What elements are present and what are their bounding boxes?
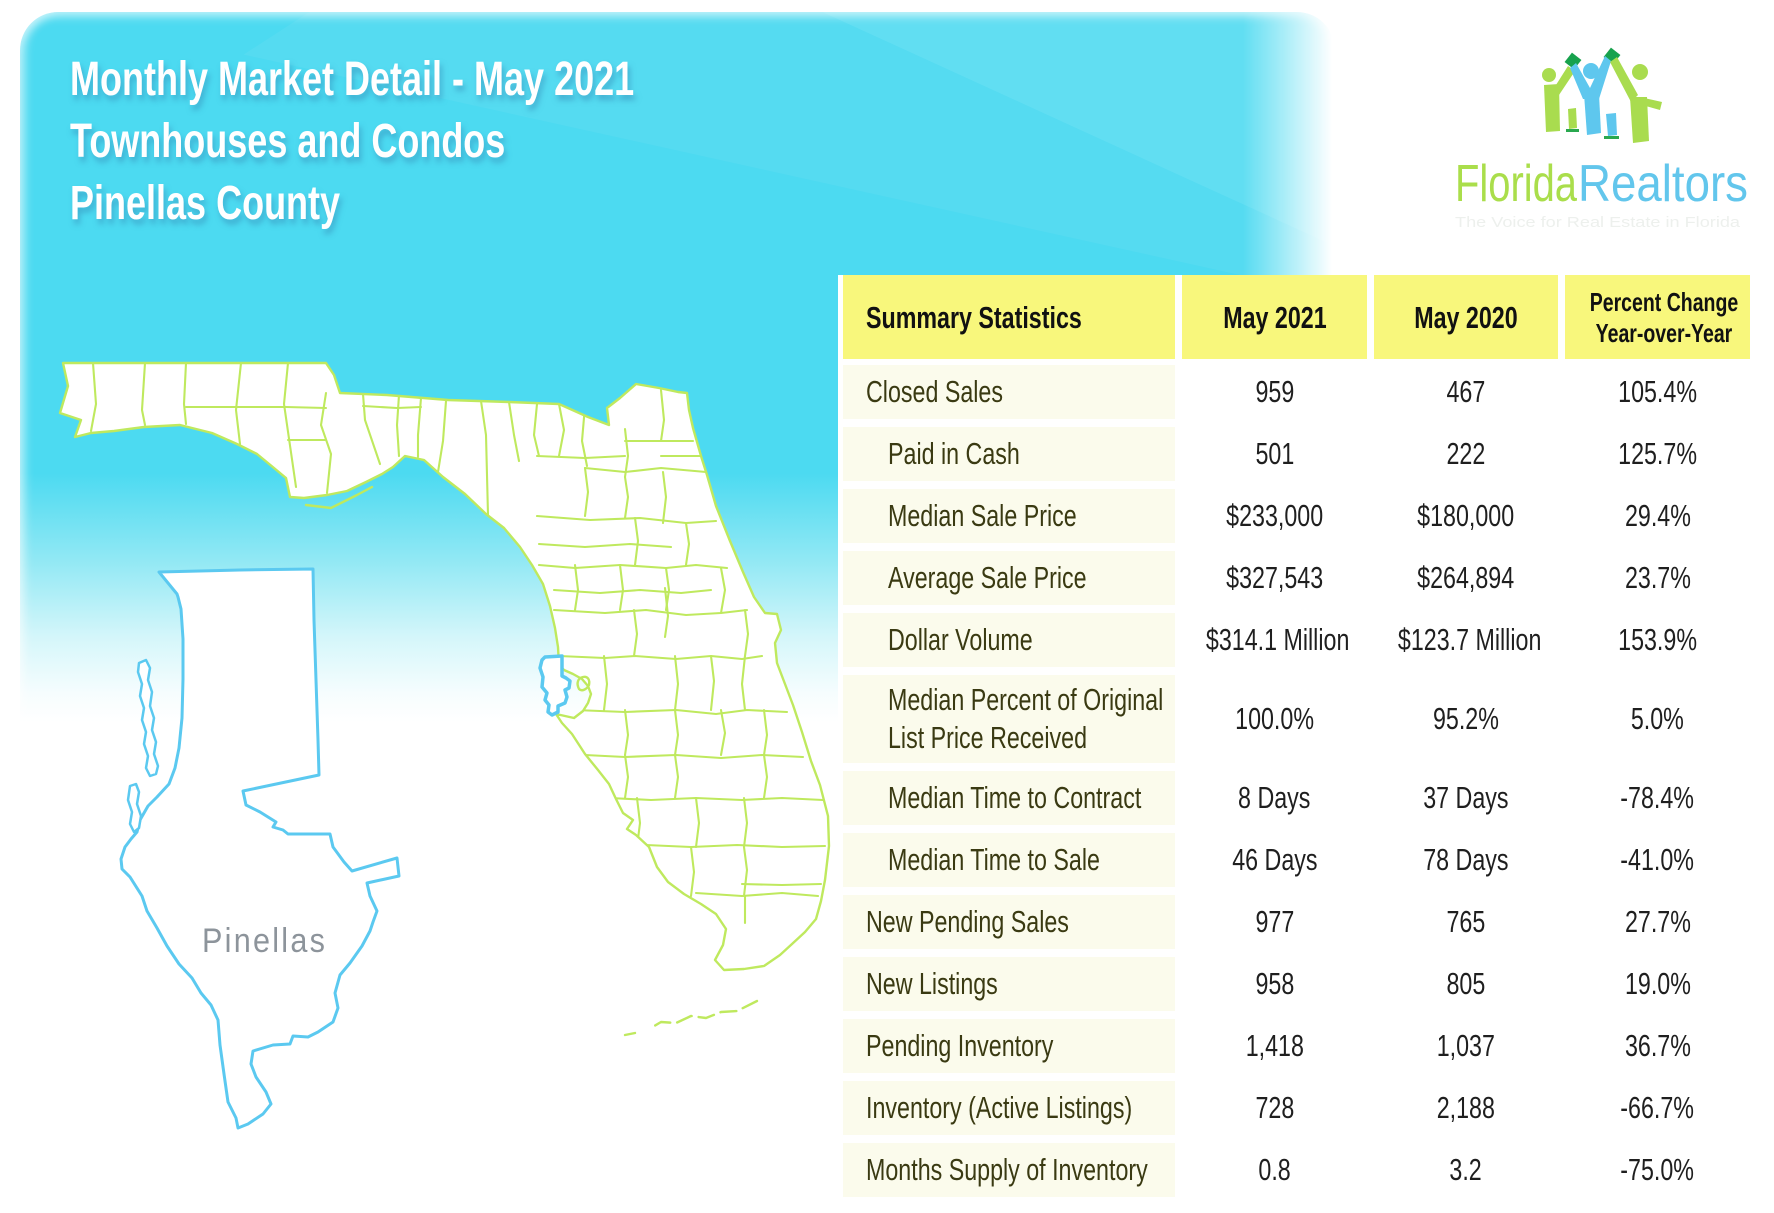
svg-text:Florida: Florida — [1455, 155, 1577, 213]
svg-text:The Voice for Real Estate in F: The Voice for Real Estate in Florida — [1455, 214, 1741, 231]
svg-text:Realtors: Realtors — [1578, 155, 1748, 213]
